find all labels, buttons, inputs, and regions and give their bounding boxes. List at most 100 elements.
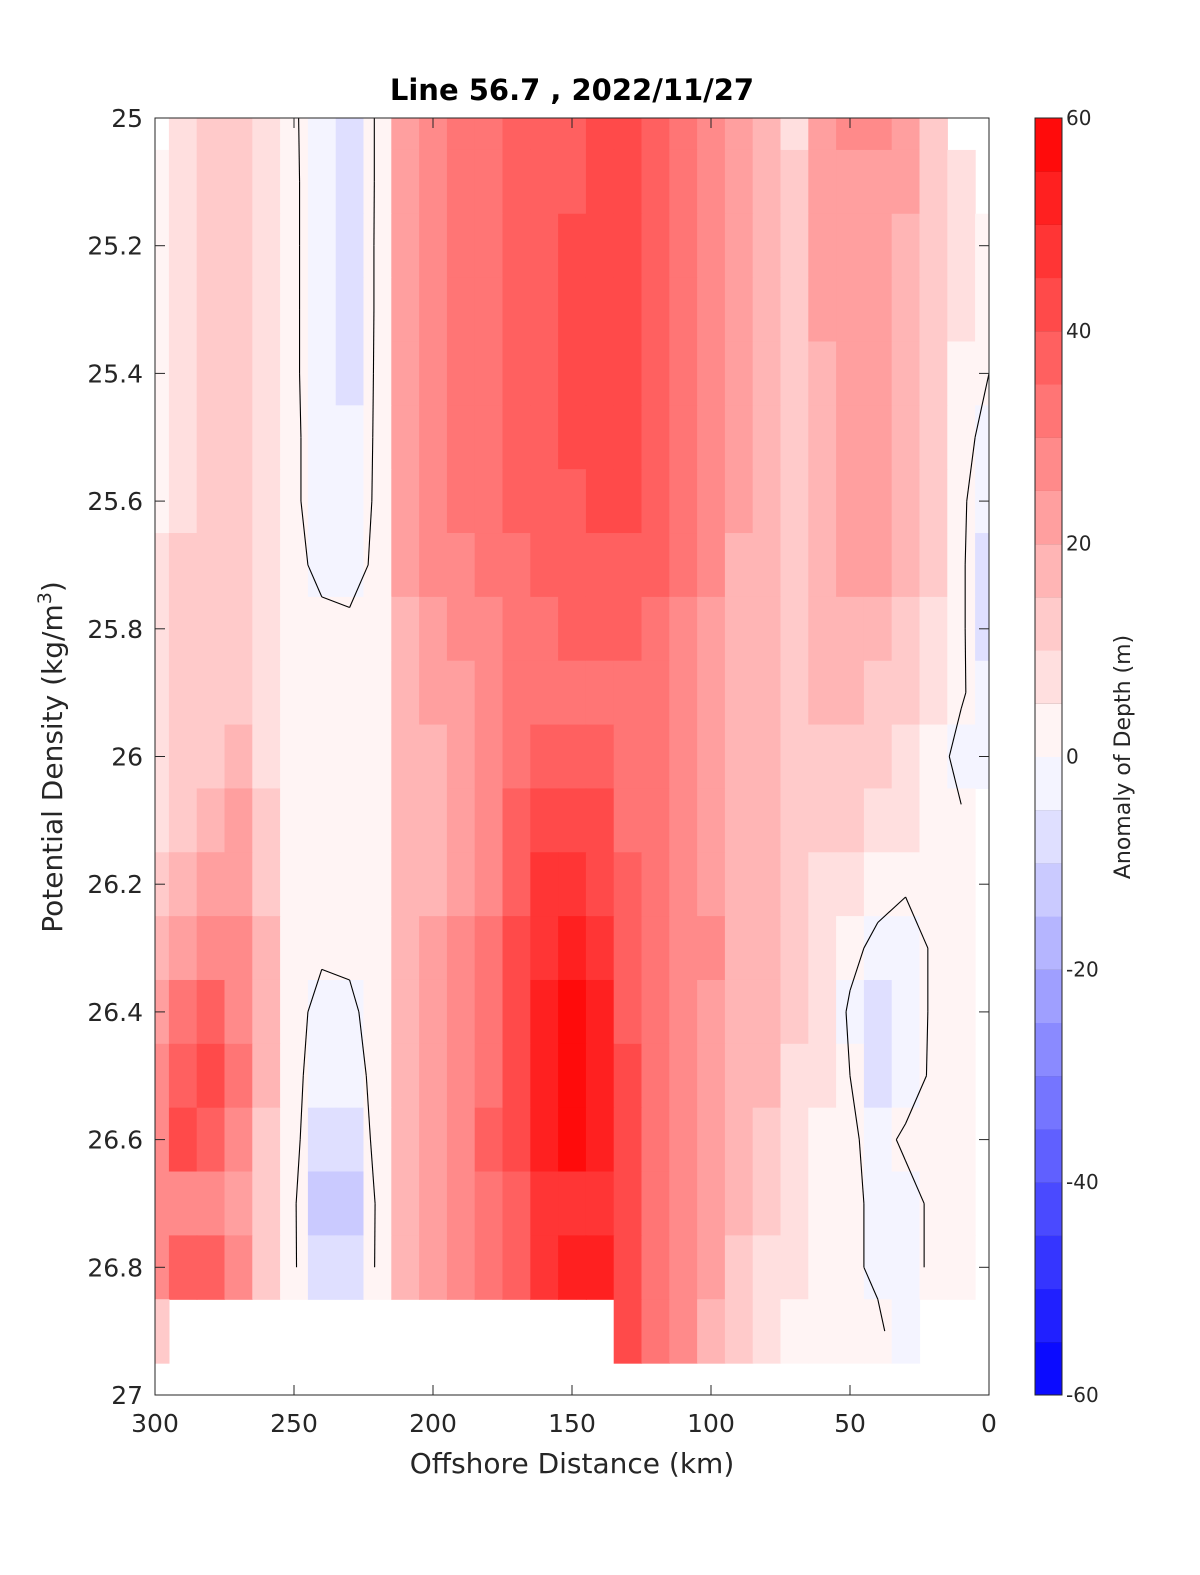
heatmap-cell — [947, 1107, 976, 1173]
colorbar-label: Anomaly of Depth (m) — [1111, 635, 1136, 879]
heatmap-cell — [168, 1107, 198, 1173]
heatmap-cell — [641, 852, 670, 917]
heatmap-cell — [419, 277, 448, 343]
zero-contour-segment — [365, 1075, 371, 1140]
heatmap-cell — [891, 1043, 921, 1109]
heatmap-cell — [891, 149, 921, 215]
heatmap-cell — [252, 660, 281, 726]
heatmap-cell — [669, 724, 698, 790]
heatmap-cell — [502, 277, 531, 343]
heatmap-cell — [446, 469, 476, 534]
heatmap-cell — [808, 1235, 837, 1300]
heatmap-cell — [891, 1299, 921, 1364]
heatmap-cell — [280, 1235, 309, 1300]
heatmap-cell — [168, 979, 198, 1045]
heatmap-cell — [669, 1107, 698, 1173]
heatmap-cell — [891, 341, 921, 406]
heatmap-cell — [155, 916, 170, 981]
heatmap-cell — [836, 1235, 865, 1300]
heatmap-cell — [280, 916, 309, 981]
heatmap-cell — [836, 1171, 865, 1236]
y-tick-label: 26.6 — [87, 1126, 143, 1155]
heatmap-cell — [335, 660, 365, 726]
heatmap-cell — [836, 724, 865, 790]
heatmap-cell — [307, 149, 337, 215]
heatmap-cell — [891, 724, 921, 790]
zero-contour-segment — [367, 501, 373, 565]
colorbar-segment — [1035, 756, 1062, 811]
heatmap-cell — [863, 1043, 893, 1109]
heatmap-cell — [502, 660, 531, 726]
heatmap-cell — [613, 341, 643, 406]
heatmap-cell — [558, 788, 587, 853]
zero-contour-segment — [295, 1139, 301, 1204]
zero-contour-segment — [966, 437, 976, 502]
heatmap-cell — [502, 118, 531, 151]
heatmap-cell — [863, 469, 893, 534]
heatmap-cell — [752, 660, 782, 726]
heatmap-cell — [558, 149, 587, 215]
heatmap-cell — [335, 277, 365, 343]
zero-contour-segment — [372, 373, 374, 438]
heatmap-cell — [863, 118, 893, 151]
heatmap-cell — [863, 405, 893, 470]
heatmap-cell — [196, 118, 226, 151]
heatmap-cell — [585, 1171, 615, 1236]
heatmap-cell — [196, 405, 226, 470]
heatmap-cell — [196, 469, 226, 534]
heatmap-cell — [947, 788, 976, 853]
colorbar-segment — [1035, 1235, 1062, 1290]
heatmap-cell — [280, 1043, 309, 1109]
heatmap-cell — [724, 213, 754, 279]
heatmap-cells — [155, 118, 989, 1364]
heatmap-cell — [307, 118, 337, 151]
heatmap-cell — [446, 660, 476, 726]
zero-contour-segment — [307, 969, 323, 1013]
heatmap-cell — [335, 724, 365, 790]
heatmap-cell — [474, 660, 504, 726]
colorbar-tick-label: 0 — [1066, 745, 1079, 769]
heatmap-cell — [613, 213, 643, 279]
heatmap-cell — [307, 277, 337, 343]
heatmap-cell — [502, 405, 531, 470]
heatmap-cell — [780, 1043, 809, 1109]
heatmap-cell — [558, 213, 587, 279]
heatmap-cell — [363, 213, 392, 279]
heatmap-cell — [474, 1043, 504, 1109]
heatmap-cell — [307, 213, 337, 279]
heatmap-cell — [335, 979, 365, 1045]
heatmap-cell — [697, 1235, 726, 1300]
heatmap-cell — [335, 533, 365, 598]
heatmap-cell — [585, 277, 615, 343]
heatmap-cell — [391, 1171, 420, 1236]
heatmap-cell — [780, 341, 809, 406]
heatmap-cell — [419, 979, 448, 1045]
heatmap-cell — [808, 788, 837, 853]
zero-contour-segment — [948, 756, 962, 805]
heatmap-cell — [863, 1235, 893, 1300]
heatmap-cell — [669, 1299, 698, 1364]
heatmap-cell — [863, 533, 893, 598]
heatmap-cell — [947, 149, 976, 215]
heatmap-cell — [836, 788, 865, 853]
heatmap-cell — [863, 979, 893, 1045]
heatmap-cell — [252, 277, 281, 343]
heatmap-cell — [252, 979, 281, 1045]
heatmap-cell — [669, 405, 698, 470]
heatmap-cell — [530, 469, 559, 534]
heatmap-cell — [919, 213, 948, 279]
heatmap-cell — [863, 596, 893, 662]
heatmap-cell — [780, 213, 809, 279]
heatmap-cell — [836, 596, 865, 662]
heatmap-cell — [224, 149, 253, 215]
heatmap-cell — [419, 149, 448, 215]
heatmap-cell — [252, 1107, 281, 1173]
heatmap-cell — [919, 852, 948, 917]
heatmap-cell — [780, 979, 809, 1045]
chart-title: Line 56.7 , 2022/11/27 — [390, 73, 754, 107]
heatmap-cell — [307, 1043, 337, 1109]
heatmap-cell — [474, 213, 504, 279]
heatmap-cell — [391, 469, 420, 534]
zero-contour-segment — [307, 564, 323, 598]
heatmap-cell — [641, 1107, 670, 1173]
